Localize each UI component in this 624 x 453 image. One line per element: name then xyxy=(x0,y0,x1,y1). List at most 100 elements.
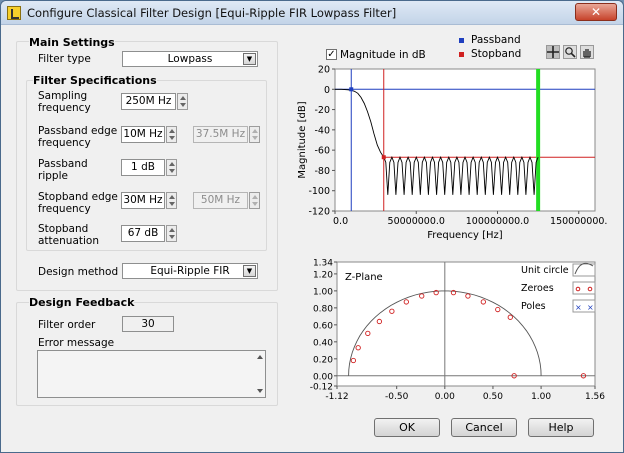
x-tick-label: 50000000.0 xyxy=(388,216,445,227)
z-x-tick-label: 0.50 xyxy=(483,392,503,402)
close-button[interactable]: ✕ xyxy=(575,3,617,21)
zplane-legend-label: Poles xyxy=(521,301,546,312)
chevron-down-icon[interactable]: ▼ xyxy=(243,265,256,277)
y-tick-label: 0 xyxy=(324,85,330,96)
y-tick-label: -80 xyxy=(314,166,330,177)
z-x-tick-label: 0.00 xyxy=(435,392,455,402)
magnitude-db-checkbox[interactable]: ✓ xyxy=(326,49,337,60)
zplane-legend-label: Zeroes xyxy=(521,283,554,294)
scroll-down-icon[interactable] xyxy=(257,389,263,393)
stopband-attenuation-label-line1: Stopband xyxy=(38,223,89,235)
z-y-tick-label: 0.40 xyxy=(313,338,333,348)
z-y-tick-label: -0.12 xyxy=(310,383,333,393)
zero-marker xyxy=(465,293,471,299)
passband-legend-swatch xyxy=(459,38,464,43)
stopband-attenuation-spin-buttons[interactable] xyxy=(166,225,177,242)
pole-legend-glyph: × xyxy=(587,303,594,312)
zero-marker xyxy=(580,373,587,379)
passband-edge-input[interactable]: 10M Hz xyxy=(121,126,165,143)
z-x-tick-label: 1.00 xyxy=(531,392,551,402)
zplane-legend-label: Unit circle xyxy=(521,265,569,276)
stopband-edge-spin-buttons[interactable] xyxy=(166,192,177,209)
y-tick-label: -60 xyxy=(314,146,330,157)
checkmark-icon: ✓ xyxy=(327,49,336,60)
filter-type-select[interactable]: Lowpass ▼ xyxy=(122,51,258,67)
z-y-tick-label: 0.60 xyxy=(313,321,333,331)
z-x-tick-label: 1.56 xyxy=(585,392,605,402)
window-title: Configure Classical Filter Design [Equi-… xyxy=(27,6,397,20)
zplane-plot[interactable]: 1.341.201.000.800.600.400.200.00-0.12-1.… xyxy=(291,254,611,414)
stopband-attenuation-input[interactable]: 67 dB xyxy=(121,225,165,242)
pan-hand-glyph xyxy=(583,49,591,58)
z-y-tick-label: 0.20 xyxy=(313,355,333,365)
stopband-edge-upper-value: 50M Hz xyxy=(193,192,248,209)
unit-circle-legend-glyph xyxy=(574,262,594,275)
stopband-attenuation-label-line2: attenuation xyxy=(38,235,99,247)
passband-ripple-input[interactable]: 1 dB xyxy=(121,159,165,176)
zero-marker xyxy=(376,318,383,325)
sampling-spin-buttons[interactable] xyxy=(177,93,188,110)
zero-marker xyxy=(350,357,357,364)
filter-specs-title: Filter Specifications xyxy=(33,74,157,87)
zero-marker xyxy=(480,299,486,305)
stopband-edge-label-line1: Stopband edge xyxy=(38,191,118,203)
passband-edge-upper-value: 37.5M Hz xyxy=(193,126,248,143)
stopband-edge-upper-spin xyxy=(249,192,260,209)
zoom-icon[interactable] xyxy=(563,45,577,59)
magnitude-db-label: Magnitude in dB xyxy=(340,49,426,61)
y-axis-title: Magnitude [dB] xyxy=(297,101,308,178)
passband-ripple-label: Passband ripple xyxy=(38,158,88,182)
z-x-tick-label: -1.12 xyxy=(325,392,348,402)
main-settings-title: Main Settings xyxy=(29,36,115,49)
sampling-label: Sampling frequency xyxy=(38,90,91,114)
passband-edge-spin-buttons[interactable] xyxy=(166,126,177,143)
design-method-select[interactable]: Equi-Ripple FIR ▼ xyxy=(122,263,258,279)
design-feedback-group xyxy=(16,302,278,406)
stopband-legend-swatch xyxy=(459,52,464,57)
passband-edge-label-line2: frequency xyxy=(38,137,91,149)
chevron-down-icon[interactable]: ▼ xyxy=(243,53,256,65)
zplane-legend-swatch xyxy=(572,299,596,313)
cancel-button[interactable]: Cancel xyxy=(451,418,517,437)
x-tick-label: 0.0 xyxy=(333,216,348,227)
error-message-label: Error message xyxy=(38,337,115,349)
scroll-up-icon[interactable] xyxy=(257,355,263,359)
pan-hand-icon[interactable] xyxy=(580,45,594,59)
z-y-tick-label: 0.80 xyxy=(313,304,333,314)
title-bar: Configure Classical Filter Design [Equi-… xyxy=(1,1,623,25)
stopband-edge-label-line2: frequency xyxy=(38,203,91,215)
zero-marker xyxy=(450,289,457,296)
zero-marker xyxy=(495,306,501,313)
sampling-frequency-input[interactable]: 250M Hz xyxy=(121,93,176,110)
error-message-field[interactable] xyxy=(37,350,266,398)
stopband-edge-input[interactable]: 30M Hz xyxy=(121,192,165,209)
error-message-scrollbar[interactable] xyxy=(255,351,265,397)
x-tick-label: 150000000. xyxy=(550,216,607,227)
design-method-value: Equi-Ripple FIR xyxy=(150,265,230,277)
filter-order-label: Filter order xyxy=(38,319,96,331)
zero-marker xyxy=(419,293,425,299)
zplane-title: Z-Plane xyxy=(345,272,383,283)
filter-type-label: Filter type xyxy=(38,53,91,65)
passband-edge-point xyxy=(349,87,354,92)
app-icon xyxy=(7,6,21,20)
cursor-move-icon[interactable] xyxy=(546,45,560,59)
cursor-move-glyph xyxy=(547,46,559,58)
zero-marker xyxy=(511,373,517,379)
stopband-legend-label: Stopband xyxy=(471,48,522,60)
help-button[interactable]: Help xyxy=(528,418,594,437)
zero-marker xyxy=(433,289,439,296)
sampling-label-line2: frequency xyxy=(38,102,91,114)
zoom-glyph xyxy=(565,47,576,58)
ok-button[interactable]: OK xyxy=(374,418,440,437)
y-tick-label: -40 xyxy=(314,125,330,136)
zero-marker xyxy=(389,308,395,314)
filter-type-value: Lowpass xyxy=(167,53,213,65)
passband-edge-label-line1: Passband edge xyxy=(38,125,118,137)
z-y-tick-label: 1.34 xyxy=(313,259,333,269)
zero-marker xyxy=(403,299,409,305)
zero-legend-glyph xyxy=(575,286,581,292)
passband-ripple-label-line2: ripple xyxy=(38,170,68,182)
passband-ripple-spin-buttons[interactable] xyxy=(166,159,177,176)
